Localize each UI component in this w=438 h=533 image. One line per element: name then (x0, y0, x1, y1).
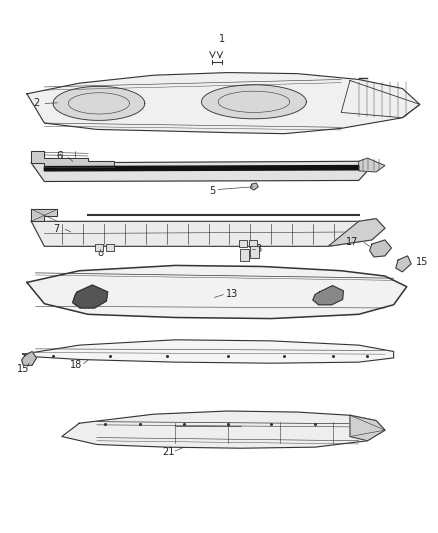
Text: 15: 15 (17, 364, 30, 374)
Polygon shape (62, 411, 385, 448)
Polygon shape (396, 256, 411, 272)
Polygon shape (27, 72, 420, 134)
Polygon shape (370, 240, 392, 257)
Text: 15: 15 (416, 257, 428, 267)
Polygon shape (53, 86, 145, 120)
Text: 6: 6 (57, 151, 63, 161)
Polygon shape (313, 286, 343, 305)
Polygon shape (201, 85, 306, 119)
Text: 8: 8 (97, 248, 103, 258)
Text: 2: 2 (33, 99, 39, 108)
Bar (249, 240, 257, 247)
Polygon shape (359, 158, 385, 172)
Polygon shape (328, 219, 385, 246)
Polygon shape (31, 219, 385, 246)
Text: 13: 13 (226, 289, 238, 299)
Bar (95, 244, 102, 251)
Polygon shape (31, 151, 114, 167)
Polygon shape (31, 161, 367, 182)
Polygon shape (73, 285, 108, 308)
Bar (239, 240, 247, 247)
Polygon shape (22, 340, 394, 363)
Polygon shape (21, 351, 36, 365)
Text: 18: 18 (70, 360, 82, 370)
Bar (106, 244, 114, 251)
Text: 5: 5 (209, 186, 215, 196)
Polygon shape (27, 265, 407, 319)
Text: 7: 7 (53, 224, 60, 235)
Polygon shape (350, 415, 385, 441)
Polygon shape (44, 166, 359, 171)
Polygon shape (251, 183, 258, 190)
Text: 1: 1 (219, 34, 226, 44)
Bar (250, 246, 258, 259)
Text: 8: 8 (255, 245, 261, 254)
Polygon shape (31, 209, 57, 221)
Text: 17: 17 (346, 237, 358, 247)
Bar (240, 249, 249, 262)
Text: 21: 21 (162, 448, 175, 457)
